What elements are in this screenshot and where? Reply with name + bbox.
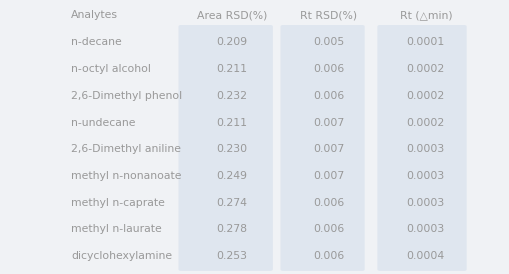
Text: n-octyl alcohol: n-octyl alcohol — [71, 64, 151, 74]
Text: 0.0003: 0.0003 — [406, 144, 444, 154]
Text: n-undecane: n-undecane — [71, 118, 135, 128]
Text: Area RSD(%): Area RSD(%) — [196, 10, 267, 20]
Text: 0.007: 0.007 — [313, 171, 344, 181]
Text: 0.253: 0.253 — [216, 251, 247, 261]
Text: 0.0004: 0.0004 — [406, 251, 444, 261]
Text: n-decane: n-decane — [71, 38, 122, 47]
Text: 0.007: 0.007 — [313, 118, 344, 128]
Text: 0.232: 0.232 — [216, 91, 247, 101]
Text: 0.007: 0.007 — [313, 144, 344, 154]
Text: 0.0003: 0.0003 — [406, 198, 444, 208]
Text: 0.0002: 0.0002 — [406, 91, 444, 101]
FancyBboxPatch shape — [280, 25, 364, 271]
Text: methyl n-nonanoate: methyl n-nonanoate — [71, 171, 182, 181]
Text: 0.0002: 0.0002 — [406, 118, 444, 128]
Text: 0.211: 0.211 — [216, 64, 247, 74]
Text: 0.278: 0.278 — [216, 224, 247, 235]
Text: 0.249: 0.249 — [216, 171, 247, 181]
Text: Analytes: Analytes — [71, 10, 118, 20]
Text: 0.0001: 0.0001 — [406, 38, 444, 47]
Text: 0.0003: 0.0003 — [406, 224, 444, 235]
Text: 2,6-Dimethyl phenol: 2,6-Dimethyl phenol — [71, 91, 182, 101]
Text: 2,6-Dimethyl aniline: 2,6-Dimethyl aniline — [71, 144, 181, 154]
Text: 0.006: 0.006 — [313, 64, 344, 74]
Text: dicyclohexylamine: dicyclohexylamine — [71, 251, 172, 261]
Text: Rt RSD(%): Rt RSD(%) — [300, 10, 357, 20]
FancyBboxPatch shape — [178, 25, 272, 271]
Text: 0.006: 0.006 — [313, 251, 344, 261]
Text: 0.006: 0.006 — [313, 198, 344, 208]
FancyBboxPatch shape — [377, 25, 466, 271]
Text: 0.0002: 0.0002 — [406, 64, 444, 74]
Text: 0.006: 0.006 — [313, 91, 344, 101]
Text: 0.211: 0.211 — [216, 118, 247, 128]
Text: 0.230: 0.230 — [216, 144, 247, 154]
Text: Rt (△min): Rt (△min) — [399, 10, 451, 20]
Text: 0.209: 0.209 — [216, 38, 247, 47]
Text: methyl n-laurate: methyl n-laurate — [71, 224, 162, 235]
Text: 0.005: 0.005 — [313, 38, 344, 47]
Text: methyl n-caprate: methyl n-caprate — [71, 198, 165, 208]
Text: 0.0003: 0.0003 — [406, 171, 444, 181]
Text: 0.006: 0.006 — [313, 224, 344, 235]
Text: 0.274: 0.274 — [216, 198, 247, 208]
